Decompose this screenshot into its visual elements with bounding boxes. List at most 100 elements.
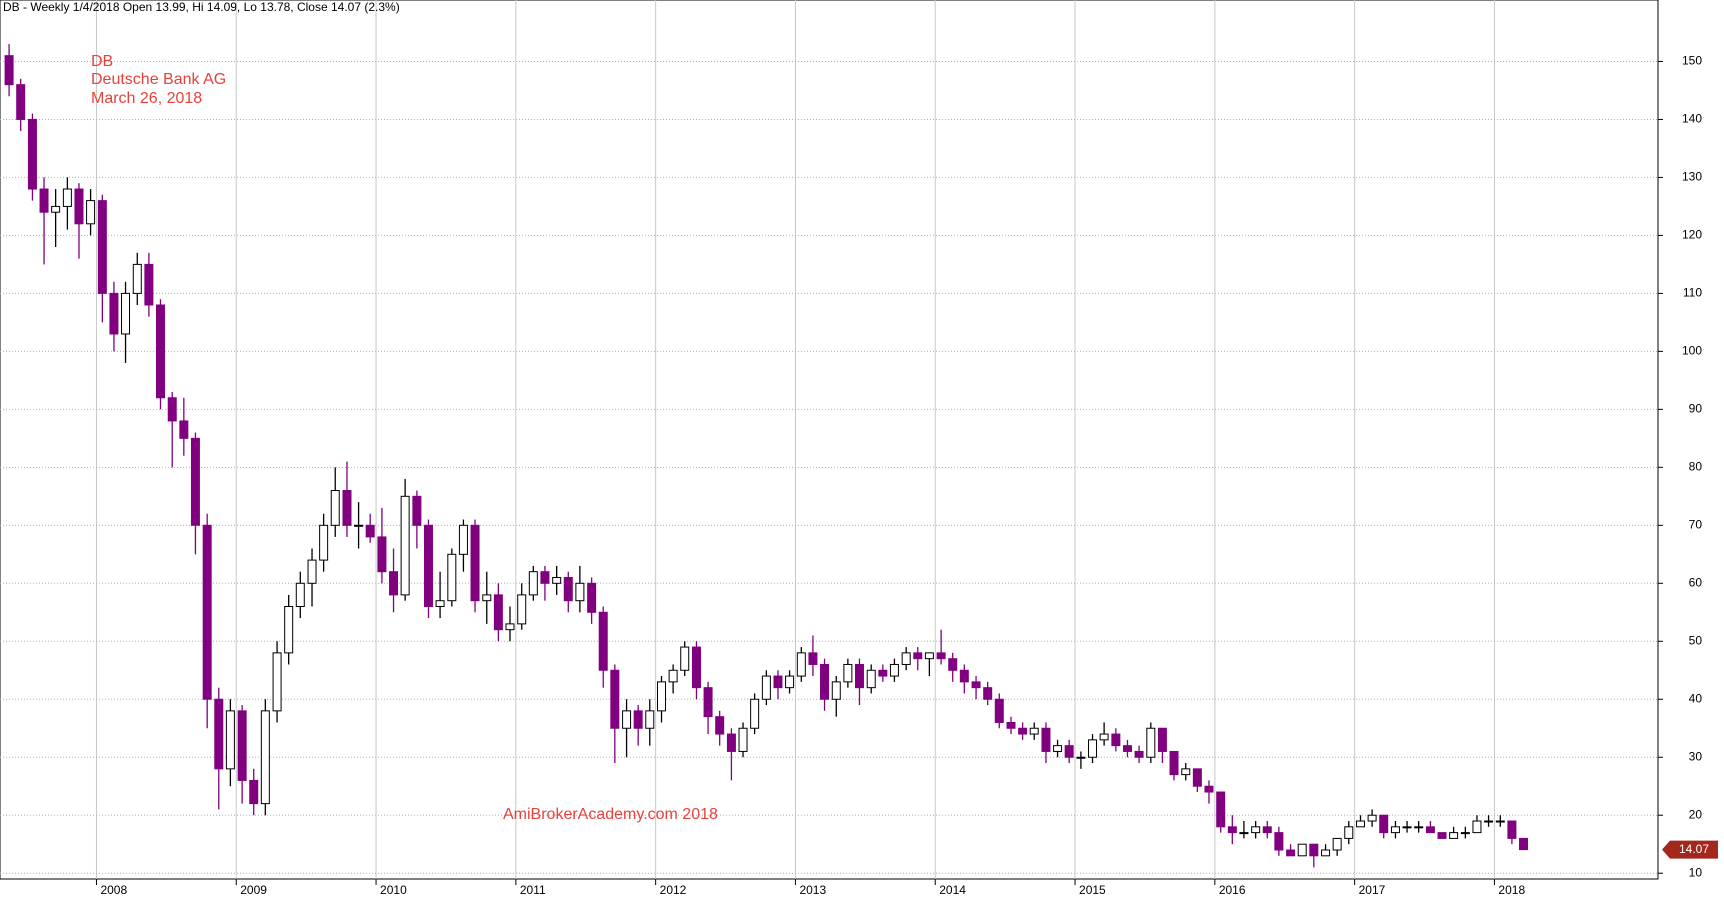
candle-body — [878, 669, 888, 677]
candle-body — [1239, 832, 1249, 835]
candle-body — [703, 687, 713, 718]
candle-body — [1460, 832, 1470, 835]
candle-body — [1321, 849, 1331, 857]
candle-body — [1204, 785, 1214, 793]
candle-body — [680, 646, 690, 671]
candle-body — [272, 652, 282, 712]
candle-body — [295, 582, 305, 607]
candle-body — [1344, 826, 1354, 839]
y-tick-label: 120 — [1682, 228, 1702, 242]
candle-body — [1472, 820, 1482, 834]
candle-body — [97, 200, 107, 294]
chart-title: DB - Weekly 1/4/2018 Open 13.99, Hi 14.0… — [3, 0, 400, 14]
x-tick-label: 2013 — [799, 883, 826, 897]
candle-body — [155, 304, 165, 399]
candle-body — [1111, 733, 1121, 747]
candle-body — [1006, 721, 1016, 729]
y-tick-label: 100 — [1682, 344, 1702, 358]
candle-body — [365, 524, 375, 538]
candle-body — [389, 571, 399, 596]
candle-body — [761, 675, 771, 700]
candle-body — [1297, 843, 1307, 857]
candle-body — [645, 710, 655, 729]
candle-body — [1076, 756, 1086, 759]
candle-body — [668, 669, 678, 683]
candle-body — [1157, 727, 1167, 752]
candle-body — [4, 55, 14, 86]
candle-body — [132, 263, 142, 294]
candle-body — [400, 495, 410, 596]
candle-body — [1227, 826, 1237, 834]
annotation: March 26, 2018 — [91, 90, 202, 107]
y-tick-label: 130 — [1682, 170, 1702, 184]
candle-body — [1274, 832, 1284, 851]
candle-body — [260, 710, 270, 805]
candle-body — [610, 669, 620, 729]
candle-body — [319, 524, 329, 561]
candle-body — [1484, 820, 1494, 823]
candle-body — [563, 576, 573, 602]
candle-body — [1449, 832, 1459, 839]
candle-body — [237, 710, 247, 781]
candle-body — [16, 84, 26, 120]
candle-body — [284, 605, 294, 654]
candle-body — [470, 524, 480, 602]
x-tick-label: 2018 — [1498, 883, 1525, 897]
candle-body — [959, 669, 969, 683]
candle-body — [249, 779, 259, 805]
candle-body — [482, 594, 492, 602]
y-tick-label: 110 — [1683, 286, 1702, 300]
candle-body — [167, 397, 177, 422]
candle-body — [796, 652, 806, 677]
candle-body — [1379, 814, 1389, 834]
candle-body — [342, 490, 352, 526]
candle-body — [715, 716, 725, 735]
candle-body — [1367, 814, 1377, 822]
candle-body — [144, 263, 154, 306]
candle-body — [831, 681, 841, 700]
candle-body — [1507, 820, 1517, 839]
candle-body — [517, 594, 527, 625]
x-tick-label: 2016 — [1219, 883, 1246, 897]
candle-body — [575, 582, 585, 602]
candle-body — [657, 681, 667, 712]
candle-body — [62, 188, 72, 207]
candle-body — [109, 292, 119, 335]
candle-body — [307, 559, 317, 584]
candle-body — [726, 733, 736, 752]
y-tick-label: 30 — [1689, 749, 1703, 763]
candle-body — [423, 524, 433, 607]
candle-body — [983, 687, 993, 700]
candle-body — [633, 710, 643, 729]
candle-body — [493, 594, 503, 631]
candle-body — [377, 536, 387, 573]
x-tick-label: 2014 — [939, 883, 966, 897]
candle-body — [1425, 826, 1435, 834]
candle-body — [458, 524, 468, 555]
candle-body — [1262, 826, 1272, 834]
candle-body — [412, 495, 422, 526]
y-tick-label: 90 — [1689, 402, 1703, 416]
candle-body — [587, 582, 597, 613]
candle-body — [214, 698, 224, 770]
candle-body — [820, 663, 830, 700]
candle-body — [1216, 791, 1226, 828]
candle-body — [1134, 750, 1144, 758]
y-tick-label: 50 — [1689, 633, 1703, 647]
candle-body — [913, 652, 923, 660]
candle-body — [843, 663, 853, 683]
candle-body — [1053, 745, 1063, 752]
candle-body — [901, 652, 911, 665]
candle-body — [1146, 727, 1156, 758]
y-tick-label: 140 — [1682, 112, 1702, 126]
candle-body — [1064, 745, 1074, 758]
candle-body — [1122, 745, 1132, 752]
candle-body — [1402, 826, 1412, 829]
candle-body — [1286, 849, 1296, 857]
candle-body — [971, 681, 981, 689]
candle-body — [528, 571, 538, 596]
candle-body — [1309, 843, 1319, 857]
candle-body — [435, 600, 445, 607]
